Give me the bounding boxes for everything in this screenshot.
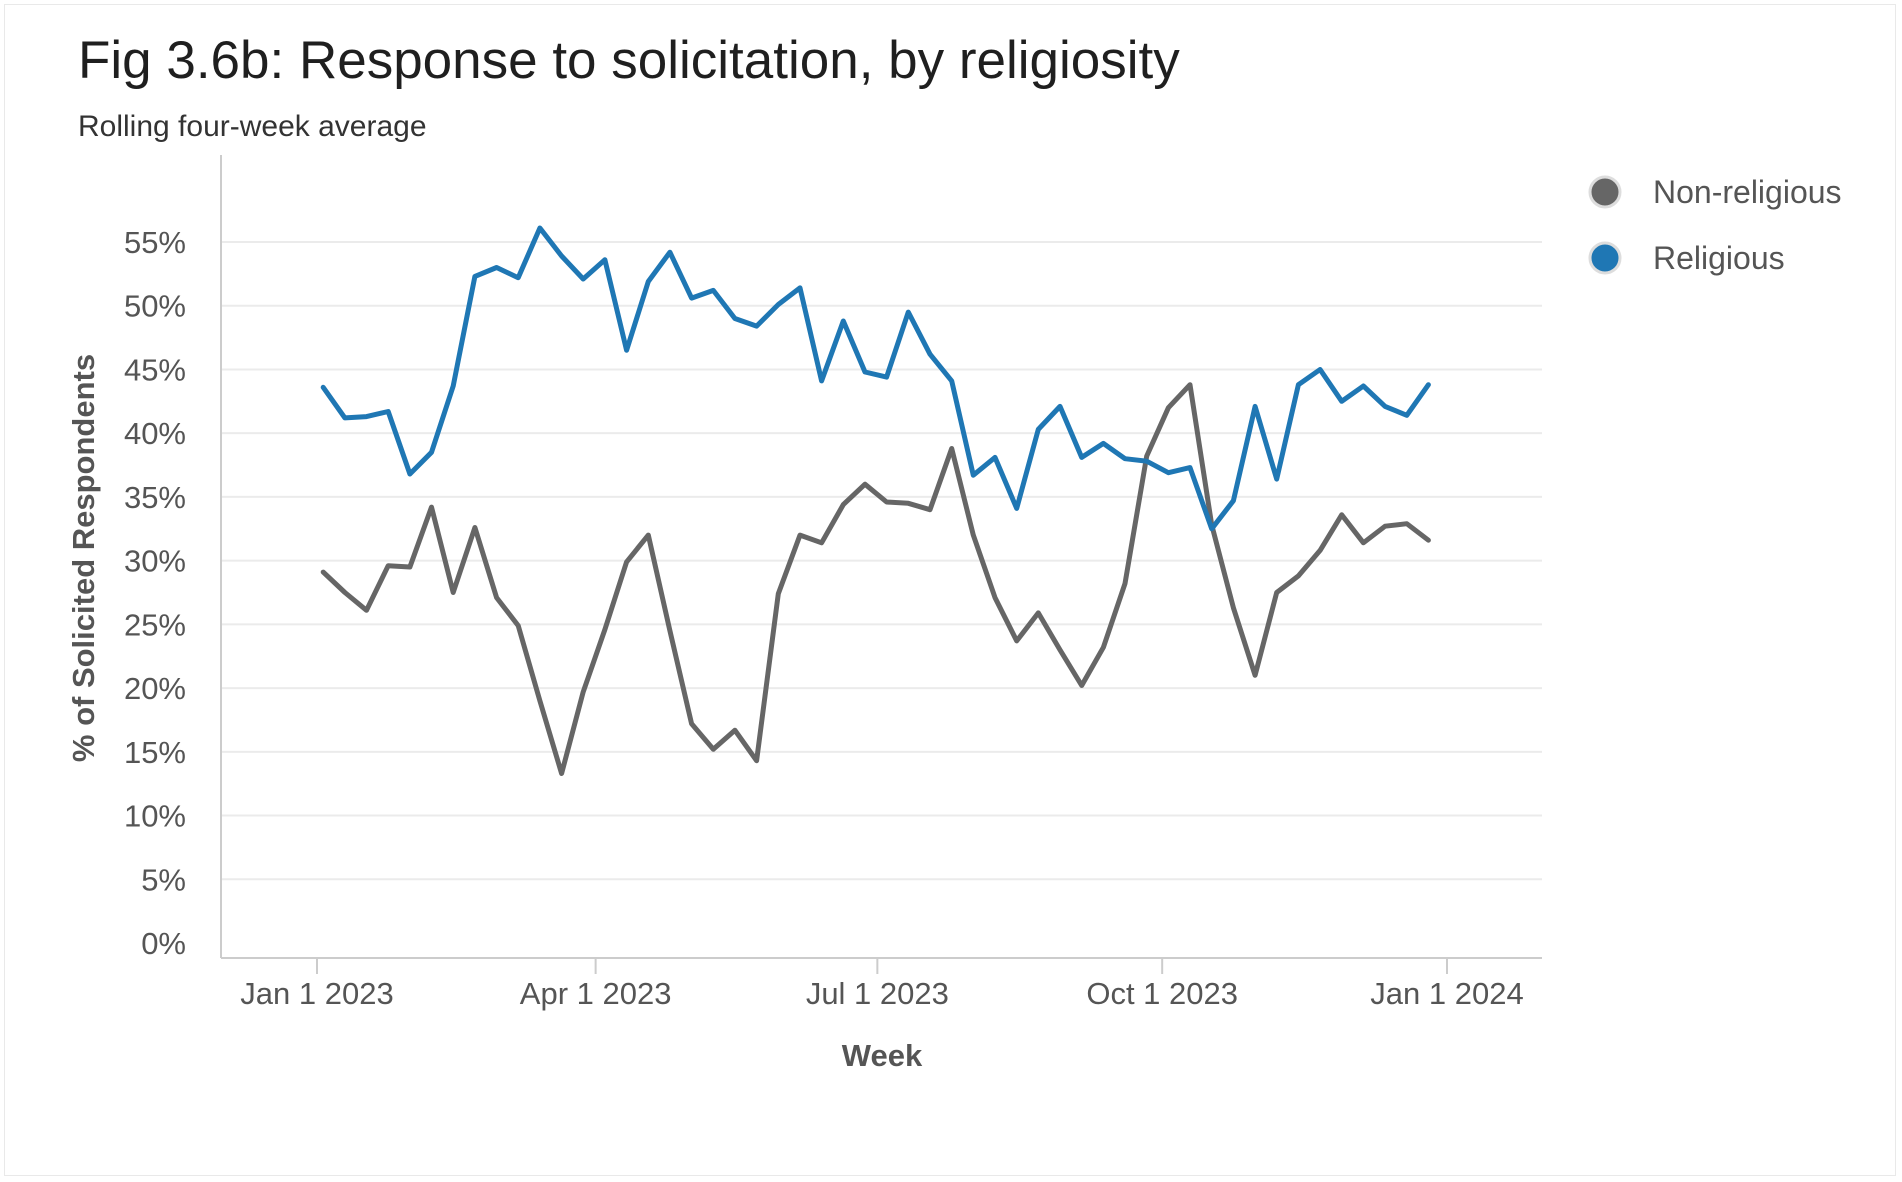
- y-axis-title: % of Solicited Respondents: [66, 354, 101, 762]
- legend-label-non-religious: Non-religious: [1653, 174, 1842, 210]
- legend-item-non-religious[interactable]: Non-religious: [1588, 174, 1842, 210]
- legend-item-religious[interactable]: Religious: [1588, 240, 1785, 276]
- gridlines: [221, 241, 1542, 881]
- y-tick-label: 20%: [124, 671, 186, 706]
- x-axis-title: Week: [842, 1038, 923, 1073]
- y-tick-label: 45%: [124, 352, 186, 387]
- x-tick-label: Apr 1 2023: [520, 976, 672, 1011]
- y-tick-label: 50%: [124, 289, 186, 324]
- y-tick-label: 15%: [124, 735, 186, 770]
- x-tick-label: Oct 1 2023: [1086, 976, 1238, 1011]
- series-line-religious[interactable]: [320, 225, 1431, 532]
- legend-marker-non-religious: [1588, 175, 1622, 209]
- y-tick-labels: 0% 5% 10% 15% 20% 25% 30% 35% 40% 45% 50% 55%: [124, 225, 186, 961]
- x-tick-label: Jan 1 2024: [1370, 976, 1523, 1011]
- legend[interactable]: Non-religious Religious: [1588, 174, 1842, 276]
- chart-title: Fig 3.6b: Response to solicitation, by r…: [78, 31, 1180, 90]
- chart-subtitle: Rolling four-week average: [78, 110, 427, 143]
- x-tick-label: Jul 1 2023: [806, 976, 949, 1011]
- legend-marker-religious: [1588, 241, 1622, 275]
- y-tick-label: 40%: [124, 416, 186, 451]
- x-tick-labels: Jan 1 2023 Apr 1 2023 Jul 1 2023 Oct 1 2023…: [240, 958, 1524, 1011]
- series-line-non-religious[interactable]: [320, 382, 1431, 776]
- axes: [220, 155, 1542, 959]
- x-tick-label: Jan 1 2023: [240, 976, 393, 1011]
- chart-frame: [4, 4, 1896, 1176]
- y-tick-label: 55%: [124, 225, 186, 260]
- legend-label-religious: Religious: [1653, 240, 1785, 276]
- y-tick-label: 10%: [124, 799, 186, 834]
- y-tick-label: 30%: [124, 544, 186, 579]
- series-lines: [320, 225, 1431, 776]
- y-tick-label: 0%: [141, 926, 186, 961]
- y-tick-label: 5%: [141, 862, 186, 897]
- y-tick-label: 35%: [124, 480, 186, 515]
- y-tick-label: 25%: [124, 607, 186, 642]
